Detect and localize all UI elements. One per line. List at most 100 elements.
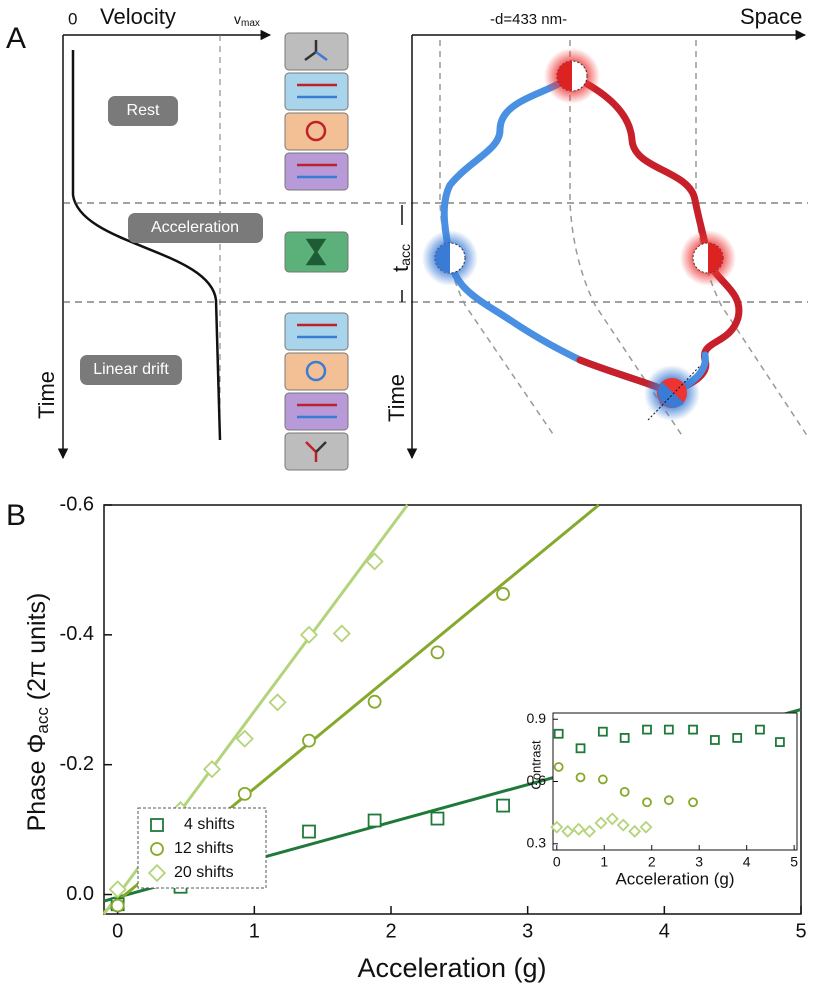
data-point [496,798,510,813]
inset-x-label: Acceleration (g) [615,869,734,888]
plot-frame [552,712,798,851]
data-point [775,737,785,747]
x-tick-label: 1 [249,920,260,942]
tacc-sub: acc [397,244,413,266]
data-point [663,795,674,806]
time-label-right: Time [384,374,409,422]
data-point [367,813,382,828]
data-point [575,772,586,783]
vmax-sub: max [241,18,260,29]
tacc-main: t [388,266,413,272]
data-point [237,786,252,801]
y-tick-label: 0.0 [66,883,94,905]
data-point [688,724,698,735]
y-tick-label: -0.6 [60,493,94,515]
data-point [430,645,445,660]
data-point [572,822,586,836]
legend-label: 12 shifts [174,840,234,857]
x-tick-label: 0 [112,920,123,942]
x-tick-label: 2 [648,853,656,869]
legend-label: 20 shifts [174,864,234,881]
x-tick-label: 3 [522,920,533,942]
legend-label: 4 shifts [184,816,235,833]
data-point [365,552,384,571]
legend-marker [147,863,167,883]
atoms [422,48,736,421]
data-point [575,743,586,754]
panel-label: A [6,22,26,55]
y-label-rest: (2π units) [23,593,51,708]
data-point [597,726,608,737]
y-tick-label: 0.9 [527,710,547,726]
label-box [128,213,263,243]
data-point [430,811,445,826]
vmax-label: vmax [234,11,260,29]
data-point [561,824,575,838]
data-point [235,729,254,748]
data-point [732,733,743,743]
data-point [302,733,316,748]
data-point [755,724,765,735]
data-point [268,693,287,712]
acceleration-label: Acceleration [151,219,239,236]
x-tick-label: 2 [385,920,396,942]
data-point [299,625,319,644]
legend-marker [150,842,164,856]
data-point [642,797,652,808]
data-point [709,735,720,745]
panel-label: B [6,499,26,532]
data-point [550,820,564,834]
tacc-label: tacc [388,244,413,272]
data-point [108,880,127,899]
data-point [583,824,597,838]
panel-a: A 0 Velocity vmax Rest Acceleration Line… [6,4,809,471]
interferometer-paths [440,74,743,396]
x-tick-label: 0 [553,853,561,869]
data-point [367,694,382,709]
data-point [202,760,222,779]
x-tick-label: 4 [743,853,751,869]
data-point [553,762,564,772]
space-label: Space [740,4,802,29]
y-tick-label: 0.3 [527,834,547,850]
y-label-sub: acc [33,707,52,734]
data-point [553,728,564,739]
y-tick-label: 0.6 [527,772,547,788]
x-tick-label: 1 [600,853,608,869]
x-tick-label: 5 [795,920,806,942]
velocity-label: Velocity [100,4,176,29]
data-point [605,812,619,826]
data-point [619,733,630,743]
label-box [80,355,182,385]
data-point [628,824,642,838]
pulse-arrows [297,40,337,462]
y-axis-label: Phase Φacc (2π units) [23,593,53,832]
inset-y-label: Contrast [528,740,543,790]
data-point [594,816,608,830]
x-tick-label: 3 [695,853,703,869]
x-tick-label: 5 [790,853,798,869]
distance-label: -d=433 nm- [490,11,567,28]
data-point [619,786,630,797]
data-point [110,898,125,913]
data-point [639,820,653,834]
legend-marker [150,818,164,832]
label-box [108,96,178,126]
drift-label: Linear drift [93,361,169,378]
data-point [616,818,630,832]
data-point [663,724,674,735]
x-axis-label: Acceleration (g) [357,953,546,983]
velocity-curve [71,50,222,441]
data-point [332,624,351,643]
zero-label: 0 [68,9,77,28]
vmax-main: v [234,11,241,27]
rest-label: Rest [127,102,160,119]
data-point [597,774,608,785]
y-tick-label: -0.4 [60,623,94,645]
time-label: Time [34,371,59,419]
x-tick-label: 4 [659,920,670,942]
y-tick-label: -0.2 [60,753,94,775]
y-label-main: Phase Φ [23,734,51,832]
